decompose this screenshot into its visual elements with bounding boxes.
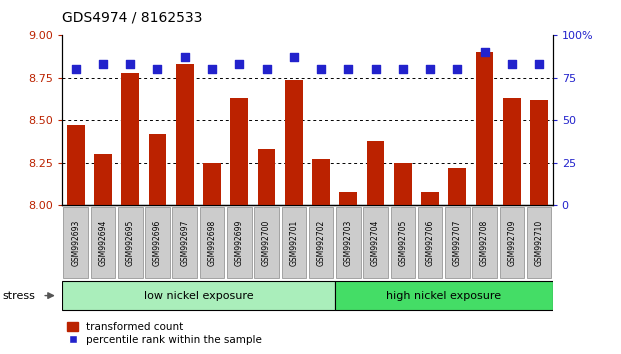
Text: GSM992701: GSM992701 bbox=[289, 219, 298, 266]
Bar bbox=[335, 281, 553, 310]
Text: GSM992709: GSM992709 bbox=[507, 219, 516, 266]
FancyBboxPatch shape bbox=[499, 207, 524, 278]
Point bbox=[398, 67, 408, 72]
FancyBboxPatch shape bbox=[527, 207, 551, 278]
Bar bbox=[62, 281, 335, 310]
Text: GSM992708: GSM992708 bbox=[480, 219, 489, 266]
Text: stress: stress bbox=[2, 291, 35, 301]
Text: GSM992703: GSM992703 bbox=[344, 219, 353, 266]
Point bbox=[507, 62, 517, 67]
Text: GSM992697: GSM992697 bbox=[180, 219, 189, 266]
FancyBboxPatch shape bbox=[445, 207, 469, 278]
FancyBboxPatch shape bbox=[281, 207, 306, 278]
FancyBboxPatch shape bbox=[363, 207, 388, 278]
FancyBboxPatch shape bbox=[173, 207, 197, 278]
Bar bbox=[285, 80, 302, 205]
Point bbox=[71, 67, 81, 72]
Point bbox=[452, 67, 462, 72]
Point bbox=[153, 67, 163, 72]
FancyBboxPatch shape bbox=[118, 207, 142, 278]
Point bbox=[98, 62, 108, 67]
Text: GSM992693: GSM992693 bbox=[71, 219, 80, 266]
Text: low nickel exposure: low nickel exposure bbox=[143, 291, 253, 301]
Point bbox=[425, 67, 435, 72]
Point bbox=[125, 62, 135, 67]
FancyBboxPatch shape bbox=[336, 207, 361, 278]
Point bbox=[343, 67, 353, 72]
Text: GSM992695: GSM992695 bbox=[125, 219, 135, 266]
FancyBboxPatch shape bbox=[473, 207, 497, 278]
Text: GSM992702: GSM992702 bbox=[317, 219, 325, 266]
FancyBboxPatch shape bbox=[391, 207, 415, 278]
Text: GSM992707: GSM992707 bbox=[453, 219, 462, 266]
Bar bbox=[203, 163, 221, 205]
Bar bbox=[312, 159, 330, 205]
Text: GSM992704: GSM992704 bbox=[371, 219, 380, 266]
Text: GSM992700: GSM992700 bbox=[262, 219, 271, 266]
Point bbox=[316, 67, 326, 72]
Point bbox=[261, 67, 271, 72]
Bar bbox=[366, 141, 384, 205]
FancyBboxPatch shape bbox=[145, 207, 170, 278]
Bar bbox=[340, 192, 357, 205]
Bar bbox=[448, 168, 466, 205]
Bar bbox=[394, 163, 412, 205]
FancyBboxPatch shape bbox=[309, 207, 333, 278]
FancyBboxPatch shape bbox=[418, 207, 442, 278]
Text: GDS4974 / 8162533: GDS4974 / 8162533 bbox=[62, 11, 202, 25]
Point bbox=[180, 55, 190, 60]
Bar bbox=[421, 192, 439, 205]
Point bbox=[289, 55, 299, 60]
Bar bbox=[176, 64, 194, 205]
Text: high nickel exposure: high nickel exposure bbox=[386, 291, 501, 301]
Text: GSM992698: GSM992698 bbox=[207, 219, 217, 266]
FancyBboxPatch shape bbox=[254, 207, 279, 278]
Point bbox=[371, 67, 381, 72]
FancyBboxPatch shape bbox=[227, 207, 252, 278]
Bar bbox=[476, 52, 494, 205]
Bar bbox=[94, 154, 112, 205]
Point bbox=[534, 62, 544, 67]
Text: GSM992694: GSM992694 bbox=[99, 219, 107, 266]
Text: GSM992705: GSM992705 bbox=[398, 219, 407, 266]
Bar bbox=[503, 98, 520, 205]
FancyBboxPatch shape bbox=[91, 207, 116, 278]
Bar bbox=[530, 100, 548, 205]
Legend: transformed count, percentile rank within the sample: transformed count, percentile rank withi… bbox=[67, 322, 262, 345]
FancyBboxPatch shape bbox=[63, 207, 88, 278]
Bar bbox=[121, 73, 139, 205]
Bar bbox=[67, 125, 84, 205]
Text: GSM992699: GSM992699 bbox=[235, 219, 244, 266]
Text: GSM992706: GSM992706 bbox=[425, 219, 435, 266]
Point bbox=[234, 62, 244, 67]
Point bbox=[207, 67, 217, 72]
Bar bbox=[148, 134, 166, 205]
FancyBboxPatch shape bbox=[200, 207, 224, 278]
Point bbox=[479, 50, 489, 55]
Text: GSM992710: GSM992710 bbox=[535, 219, 543, 266]
Bar bbox=[230, 98, 248, 205]
Text: GSM992696: GSM992696 bbox=[153, 219, 162, 266]
Bar bbox=[258, 149, 275, 205]
